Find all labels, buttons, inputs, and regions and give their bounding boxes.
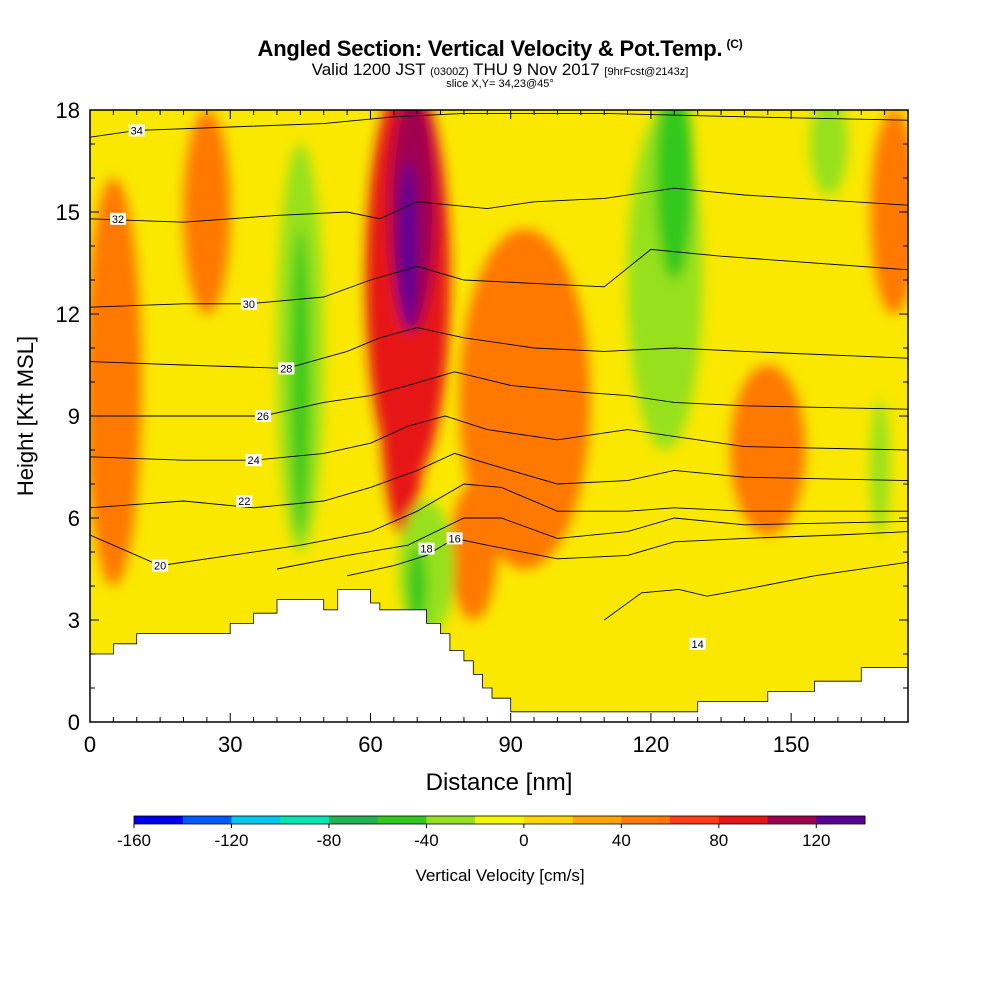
y-tick-label: 6 — [68, 506, 80, 531]
isentropes — [90, 112, 908, 621]
colorbar: -160 -120 -80 -40 0 40 80 120 Vertical Velocity … — [117, 815, 866, 885]
colorbar-swatch — [621, 816, 671, 824]
isentrope-label-bg — [254, 410, 271, 422]
x-tick-label: 120 — [633, 732, 670, 757]
colorbar-swatch — [767, 816, 817, 824]
isentrope-label: 30 — [243, 299, 255, 311]
x-tick-label: 30 — [218, 732, 242, 757]
isentrope-line — [276, 517, 908, 570]
x-tick-label: 0 — [84, 732, 96, 757]
colorbar-swatch — [572, 816, 622, 824]
isentrope-label-bg — [418, 542, 435, 555]
isentrope-label-bg — [245, 454, 262, 467]
colorbar-swatch — [426, 816, 476, 824]
isentrope-label: 20 — [154, 561, 166, 573]
isentrope-label: 14 — [692, 639, 704, 651]
isentrope-line — [603, 561, 908, 621]
colorbar-tick-label: -80 — [317, 831, 342, 850]
colorbar-tick-label: 120 — [802, 831, 830, 850]
isentrope-label: 34 — [131, 125, 143, 137]
colorbar-swatch — [182, 816, 232, 824]
colorbar-swatch — [280, 816, 330, 824]
chart-subtitle: Valid 1200 JST (0300Z) THU 9 Nov 2017 [9… — [311, 60, 689, 79]
isentrope-label: 16 — [448, 533, 460, 545]
isentrope-line — [90, 112, 908, 138]
velocity-cell — [407, 545, 427, 627]
isentrope-line — [347, 531, 908, 577]
colorbar-label: Vertical Velocity [cm/s] — [415, 866, 584, 885]
y-tick-label: 3 — [68, 608, 80, 633]
colorbar-tick-label: -160 — [117, 831, 151, 850]
isentrope-label-bg — [240, 297, 257, 310]
isentrope-label: 32 — [112, 214, 124, 226]
colorbar-swatch — [523, 816, 574, 824]
velocity-field — [90, 110, 908, 637]
velocity-cell — [870, 110, 908, 314]
plot-area: 14 16 18 20 22 24 26 28 30 32 34 — [90, 110, 908, 722]
y-tick-label: 0 — [68, 710, 80, 735]
x-tick-label: 60 — [358, 732, 382, 757]
isentrope-line — [90, 248, 908, 308]
colorbar-swatch — [475, 816, 525, 824]
velocity-cell — [809, 110, 848, 195]
isentrope-label: 18 — [420, 544, 432, 556]
colorbar-swatch — [816, 816, 866, 824]
isentrope-label: 22 — [238, 496, 250, 508]
isentrope-label: 28 — [280, 363, 292, 375]
colorbar-tick-label: 80 — [709, 831, 728, 850]
velocity-cell — [398, 161, 418, 331]
isentrope-labels: 14 16 18 20 22 24 26 28 30 32 34 — [110, 124, 706, 651]
isentrope-line — [90, 452, 908, 509]
x-axis-label: Distance [nm] — [426, 769, 573, 796]
x-tick-label: 90 — [498, 732, 522, 757]
isentrope-line — [90, 327, 908, 369]
colorbar-swatch — [231, 816, 281, 824]
isentrope-line — [90, 483, 908, 567]
slice-info: slice X,Y= 34,23@45° — [446, 78, 554, 90]
colorbar-swatch — [328, 816, 379, 824]
colorbar-frame — [133, 815, 866, 825]
isentrope-label-bg — [128, 124, 145, 137]
isentrope-label: 26 — [257, 411, 269, 423]
isentrope-label-bg — [152, 559, 169, 572]
velocity-cell — [90, 178, 142, 586]
colorbar-tick-label: -40 — [414, 831, 439, 850]
velocity-cell — [183, 110, 231, 314]
y-tick-label: 12 — [56, 302, 80, 327]
colorbar-swatch — [134, 816, 184, 824]
y-tick-label: 18 — [56, 98, 80, 123]
isentrope-line — [90, 187, 908, 223]
y-axis-label: Height [Kft MSL] — [13, 336, 38, 496]
colorbar-swatch — [718, 816, 769, 824]
colorbar-tick-label: -120 — [214, 831, 248, 850]
isentrope-label-bg — [689, 637, 706, 650]
velocity-cell — [655, 110, 693, 280]
x-tick-label: 150 — [773, 732, 810, 757]
isentrope-label-bg — [278, 362, 295, 375]
isentrope-label-bg — [446, 532, 463, 545]
colorbar-tick-label: 40 — [612, 831, 631, 850]
isentrope-label-bg — [110, 212, 127, 225]
chart-title: Angled Section: Vertical Velocity & Pot.… — [257, 36, 743, 61]
isentrope-label-bg — [236, 495, 253, 507]
terrain — [90, 589, 908, 722]
velocity-cell — [870, 399, 890, 535]
copyright-mark: (C) — [726, 37, 743, 51]
colorbar-tick-label: 0 — [519, 831, 528, 850]
velocity-cell — [290, 229, 310, 535]
y-tick-label: 15 — [56, 200, 80, 225]
colorbar-swatch — [670, 816, 720, 824]
axes: 0 30 60 90 120 150 0 3 6 9 12 15 18 Distance [nm] Heig… — [13, 98, 909, 796]
y-tick-label: 9 — [68, 404, 80, 429]
isentrope-label: 24 — [247, 455, 259, 467]
velocity-cell — [730, 365, 806, 535]
velocity-cell — [449, 484, 497, 620]
colorbar-swatch — [377, 816, 427, 824]
